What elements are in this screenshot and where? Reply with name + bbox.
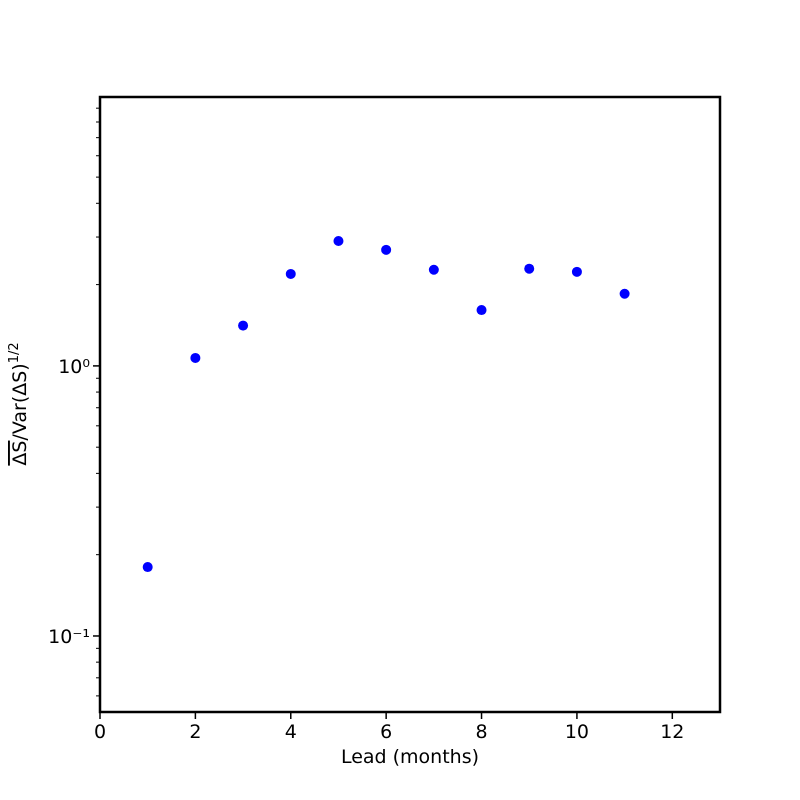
y-label-main: /Var(ΔS): [9, 363, 31, 440]
x-tick-label: 10: [565, 721, 589, 743]
x-tick-label: 6: [380, 721, 392, 743]
x-tick-label: 0: [94, 721, 106, 743]
x-axis-label: Lead (months): [341, 746, 479, 768]
point: [285, 268, 296, 279]
y-tick-label: 10⁻¹: [48, 626, 90, 648]
x-tick-label: 12: [660, 721, 684, 743]
y-tick-label: 10⁰: [58, 356, 90, 378]
y-label-sup: 1/2: [7, 342, 22, 363]
point: [142, 562, 153, 573]
y-axis-label: ΔS/Var(ΔS)1/2: [7, 342, 31, 465]
x-tick-label: 4: [285, 721, 297, 743]
point: [524, 263, 535, 274]
y-label-overline: ΔS: [9, 441, 31, 466]
point: [238, 320, 249, 331]
point: [619, 288, 630, 299]
point: [190, 352, 201, 363]
point: [428, 264, 439, 275]
point: [476, 305, 487, 316]
point: [571, 266, 582, 277]
x-tick-label: 2: [189, 721, 201, 743]
x-tick-label: 8: [475, 721, 487, 743]
point: [381, 244, 392, 255]
point: [333, 236, 344, 247]
plot-frame: [98, 95, 722, 714]
